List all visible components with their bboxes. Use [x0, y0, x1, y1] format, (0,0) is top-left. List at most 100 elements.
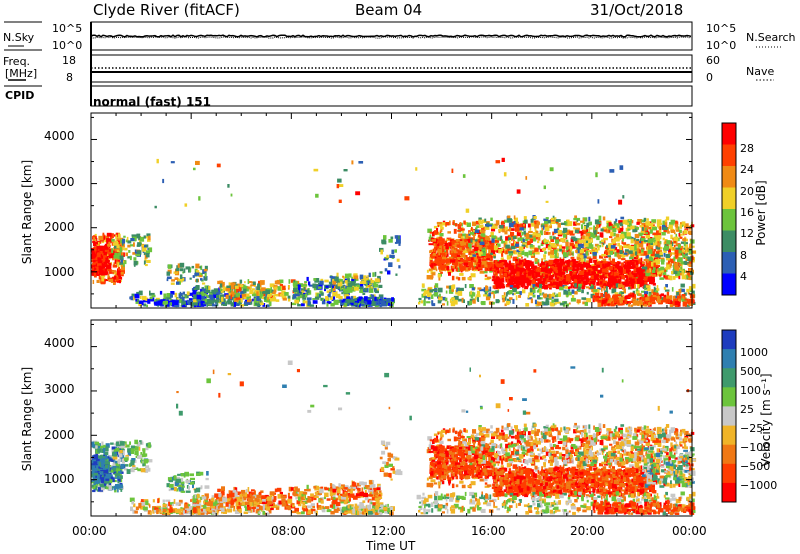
- data-cell: [469, 254, 474, 257]
- data-cell: [637, 273, 640, 278]
- data-cell: [576, 218, 579, 222]
- data-cell: [329, 289, 331, 292]
- data-cell: [568, 286, 573, 289]
- data-cell: [681, 221, 686, 226]
- data-cell: [275, 280, 280, 285]
- data-cell: [260, 289, 263, 292]
- data-cell: [669, 252, 672, 256]
- data-cell: [436, 232, 439, 235]
- data-cell: [370, 280, 374, 284]
- data-cell: [495, 220, 500, 225]
- data-cell: [244, 281, 246, 284]
- data-cell: [559, 246, 562, 251]
- data-cell: [679, 263, 682, 266]
- data-cell: [597, 269, 602, 273]
- data-cell: [614, 286, 617, 289]
- data-cell: [573, 217, 578, 221]
- data-cell: [677, 259, 680, 263]
- data-cell: [166, 304, 170, 307]
- data-cell: [542, 301, 547, 305]
- data-cell: [603, 277, 606, 280]
- data-cell: [222, 286, 228, 291]
- data-cell: [508, 280, 514, 284]
- data-cell: [208, 285, 211, 291]
- data-cell: [563, 227, 568, 233]
- data-cell: [691, 283, 696, 289]
- data-cell: [489, 267, 493, 271]
- data-cell: [504, 260, 508, 264]
- data-cell: [621, 285, 625, 290]
- data-cell: [517, 277, 521, 281]
- data-cell: [228, 282, 231, 286]
- data-cell: [674, 266, 679, 272]
- data-cell: [439, 244, 444, 249]
- data-cell: [645, 221, 651, 226]
- data-cell: [466, 243, 470, 246]
- data-cell: [139, 296, 142, 299]
- data-cell: [473, 265, 476, 268]
- data-cell: [299, 291, 303, 295]
- data-cell: [364, 296, 368, 301]
- data-cell: [551, 221, 556, 224]
- data-cell: [441, 253, 444, 257]
- data-cell: [478, 217, 482, 220]
- data-cell: [505, 236, 510, 241]
- data-cell: [437, 243, 440, 247]
- data-cell: [510, 276, 515, 280]
- data-cell: [545, 217, 549, 220]
- data-cell: [493, 280, 497, 285]
- data-cell: [474, 256, 477, 261]
- data-cell: [490, 246, 496, 251]
- data-cell: [461, 239, 465, 243]
- data-cell: [470, 231, 475, 235]
- data-cell: [454, 252, 459, 255]
- data-cell: [256, 286, 261, 290]
- data-cell: [469, 244, 472, 249]
- data-cell: [670, 234, 673, 240]
- data-cell: [647, 249, 653, 254]
- data-cell: [537, 240, 540, 244]
- data-cell: [332, 280, 337, 285]
- data-cell: [508, 237, 510, 241]
- data-cell: [234, 301, 240, 306]
- data-cell: [111, 257, 115, 261]
- data-cell: [256, 303, 261, 307]
- data-cell: [548, 283, 554, 286]
- data-cell: [648, 231, 651, 235]
- data-cell: [511, 236, 517, 240]
- data-cell: [582, 253, 587, 259]
- data-cell: [546, 269, 548, 274]
- data-cell: [469, 298, 475, 302]
- data-cell: [504, 226, 508, 231]
- data-cell: [225, 288, 230, 292]
- data-cell: [549, 222, 552, 227]
- data-cell: [116, 258, 119, 264]
- data-cell: [370, 286, 373, 289]
- data-cell: [563, 234, 567, 238]
- data-cell: [642, 268, 645, 272]
- data-cell: [340, 301, 345, 306]
- data-cell: [124, 260, 127, 265]
- data-cell: [665, 216, 670, 221]
- data-cell: [533, 216, 537, 220]
- data-cell: [142, 298, 148, 303]
- data-cell: [468, 233, 471, 236]
- data-cell: [239, 284, 244, 288]
- data-cell: [667, 255, 670, 261]
- data-cell: [101, 256, 103, 260]
- data-cell: [638, 271, 641, 276]
- data-cell: [491, 228, 496, 232]
- data-cell: [459, 272, 464, 276]
- data-cell: [625, 269, 630, 274]
- data-cell: [662, 237, 665, 241]
- data-cell: [674, 223, 677, 227]
- data-cell: [656, 268, 659, 273]
- data-cell: [437, 263, 443, 267]
- data-cell: [361, 280, 367, 284]
- data-cell: [545, 297, 549, 303]
- data-cell: [451, 240, 457, 245]
- data-cell: [466, 266, 469, 269]
- data-cell: [644, 231, 647, 235]
- data-cell: [622, 281, 627, 287]
- data-cell: [444, 240, 447, 244]
